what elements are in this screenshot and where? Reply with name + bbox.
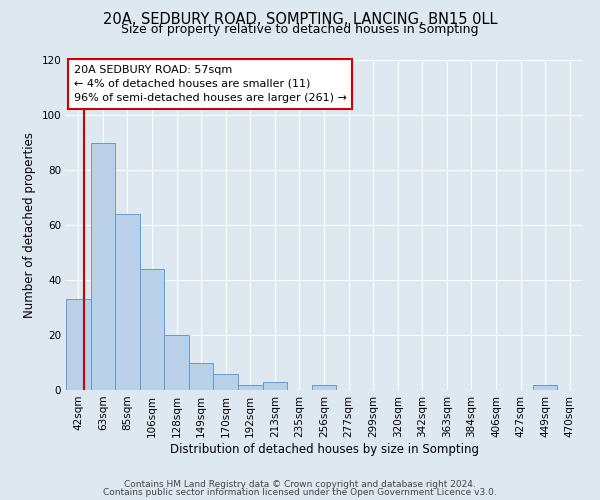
X-axis label: Distribution of detached houses by size in Sompting: Distribution of detached houses by size … <box>170 442 479 456</box>
Bar <box>263 382 287 390</box>
Bar <box>66 299 91 390</box>
Text: 20A SEDBURY ROAD: 57sqm
← 4% of detached houses are smaller (11)
96% of semi-det: 20A SEDBURY ROAD: 57sqm ← 4% of detached… <box>74 65 347 103</box>
Bar <box>91 142 115 390</box>
Bar <box>115 214 140 390</box>
Bar <box>214 374 238 390</box>
Text: Size of property relative to detached houses in Sompting: Size of property relative to detached ho… <box>121 22 479 36</box>
Bar <box>238 384 263 390</box>
Y-axis label: Number of detached properties: Number of detached properties <box>23 132 36 318</box>
Bar <box>140 269 164 390</box>
Text: Contains HM Land Registry data © Crown copyright and database right 2024.: Contains HM Land Registry data © Crown c… <box>124 480 476 489</box>
Bar <box>189 362 214 390</box>
Text: 20A, SEDBURY ROAD, SOMPTING, LANCING, BN15 0LL: 20A, SEDBURY ROAD, SOMPTING, LANCING, BN… <box>103 12 497 28</box>
Bar <box>312 384 336 390</box>
Bar <box>533 384 557 390</box>
Text: Contains public sector information licensed under the Open Government Licence v3: Contains public sector information licen… <box>103 488 497 497</box>
Bar <box>164 335 189 390</box>
